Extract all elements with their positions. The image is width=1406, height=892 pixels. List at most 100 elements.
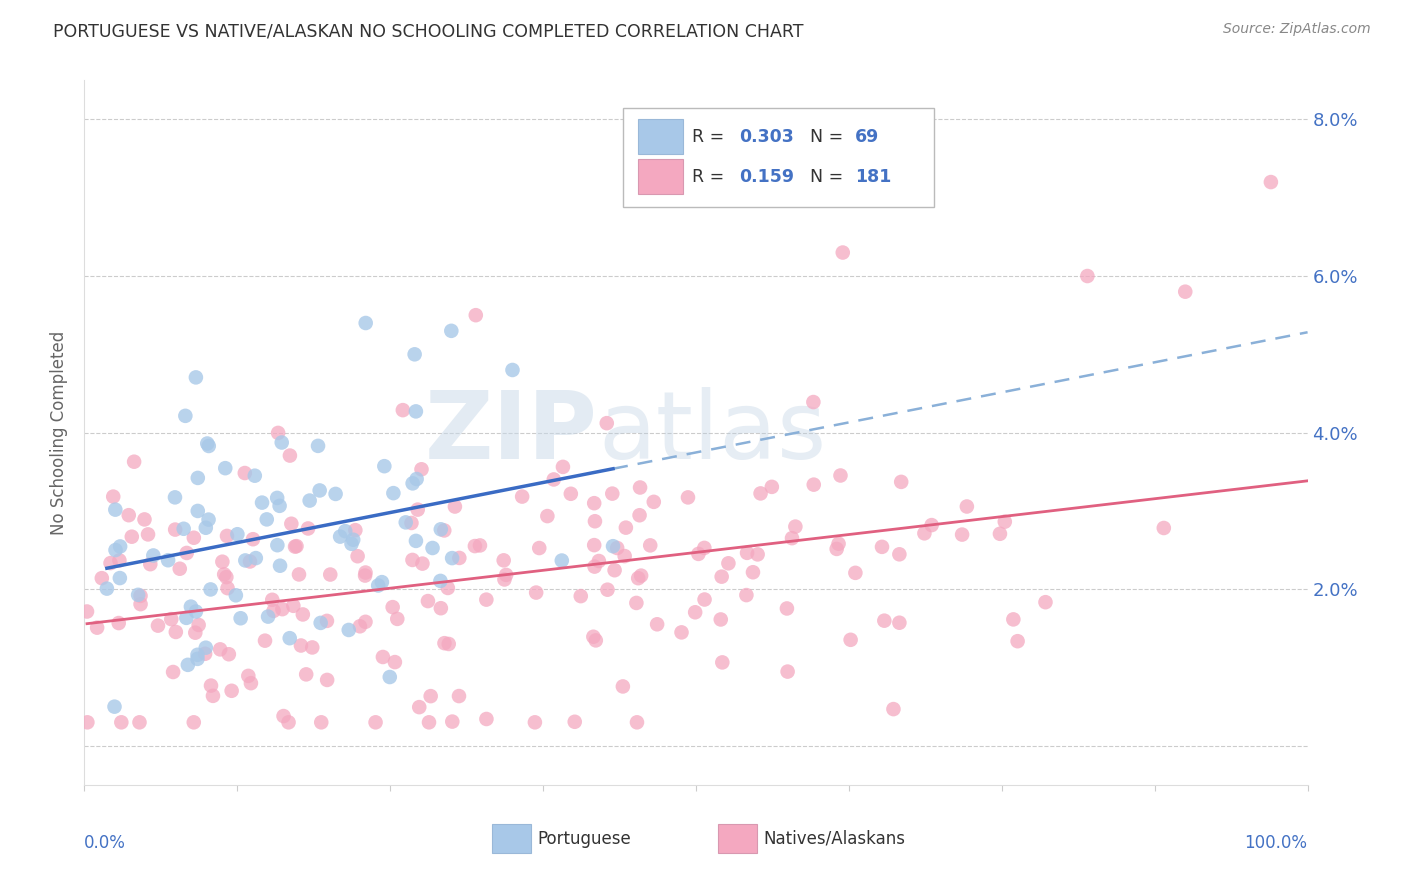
Point [280,516,302,531]
Point [449,550,471,565]
Point [233,466,256,480]
Point [710,569,733,583]
Point [921,518,943,533]
Point [433,524,456,538]
Point [263,604,285,618]
Text: 181: 181 [855,168,891,186]
Point [245,551,267,566]
Point [108,540,131,554]
Point [340,537,363,551]
Point [354,316,377,330]
Point [603,563,626,577]
Point [405,404,427,418]
Point [165,624,187,639]
Point [643,495,665,509]
Point [988,526,1011,541]
Point [118,508,141,523]
Point [184,370,207,384]
Point [266,491,288,505]
Point [364,715,387,730]
Point [422,541,444,555]
Text: N =: N = [810,168,848,186]
Point [602,539,624,553]
Point [309,715,332,730]
Point [194,521,217,535]
Point [127,588,149,602]
Point [583,496,606,510]
Point [588,554,610,568]
Point [430,601,453,615]
Point [269,499,291,513]
Point [186,648,208,662]
Point [186,652,208,666]
Point [1007,634,1029,648]
Point [1174,285,1197,299]
Point [121,530,143,544]
Point [912,526,935,541]
Point [401,553,423,567]
Point [950,527,973,541]
Point [839,632,862,647]
Point [285,539,308,553]
FancyBboxPatch shape [638,159,682,194]
Point [373,459,395,474]
Point [825,541,848,556]
Point [297,521,319,535]
FancyBboxPatch shape [623,109,935,207]
Point [354,568,377,582]
Text: 0.0%: 0.0% [84,834,127,852]
Point [284,540,307,554]
Point [165,523,187,537]
Point [1035,595,1057,609]
Point [626,715,648,730]
Point [382,486,405,500]
Point [444,500,467,514]
Point [780,531,803,545]
Text: 69: 69 [855,128,879,145]
Point [510,490,533,504]
Point [267,425,290,440]
Point [614,521,637,535]
Point [776,665,799,679]
Point [354,566,377,580]
Point [776,601,799,615]
Point [349,619,371,633]
Point [419,689,441,703]
Point [1002,612,1025,626]
Point [502,363,524,377]
Point [269,558,291,573]
Text: 100.0%: 100.0% [1244,834,1308,852]
Point [129,589,152,603]
Text: 0.303: 0.303 [738,128,793,145]
Point [218,647,240,661]
Point [367,578,389,592]
Point [319,567,342,582]
Point [197,513,219,527]
Point [437,581,460,595]
Point [277,715,299,730]
FancyBboxPatch shape [638,119,682,154]
Point [613,549,636,563]
Point [429,574,451,588]
Point [309,615,332,630]
Point [381,600,404,615]
Point [401,476,423,491]
Point [262,592,284,607]
Point [711,656,734,670]
Point [187,618,209,632]
Point [160,612,183,626]
Point [536,509,558,524]
Point [273,709,295,723]
Point [735,546,758,560]
Point [803,395,825,409]
Point [569,589,592,603]
Point [890,475,912,489]
Point [761,480,783,494]
Point [162,665,184,679]
Point [693,592,716,607]
Point [551,459,574,474]
Point [271,602,294,616]
Point [295,667,318,681]
Point [163,491,186,505]
Point [710,612,733,626]
